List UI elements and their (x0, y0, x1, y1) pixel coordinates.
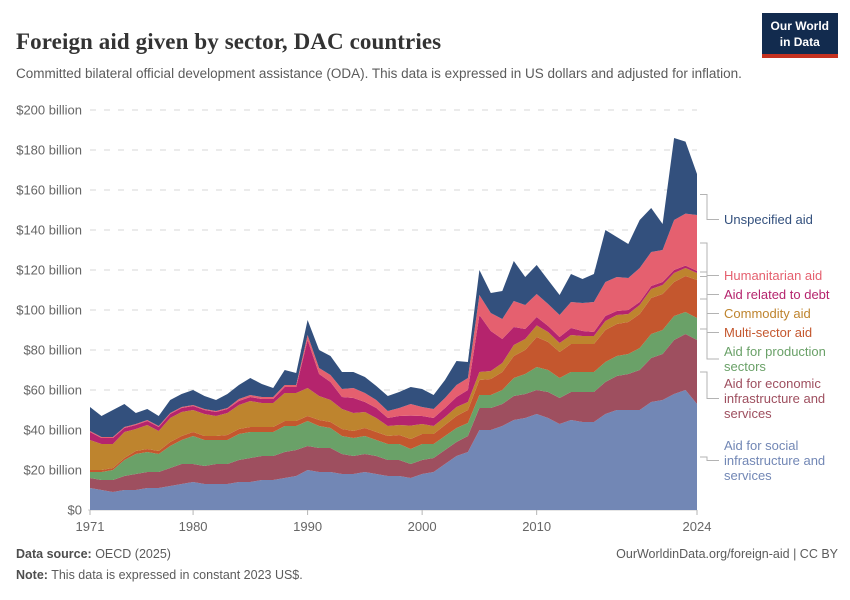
legend-item-humanitarian[interactable]: Humanitarian aid (724, 268, 823, 283)
legend-connector-multisector (700, 298, 719, 333)
owid-attribution-link[interactable]: OurWorldinData.org/foreign-aid | CC BY (616, 547, 838, 561)
y-axis-label: $0 (68, 503, 82, 518)
area-humanitarian[interactable] (90, 213, 697, 438)
owid-logo-line2: in Data (779, 34, 820, 49)
y-axis-label: $120 billion (16, 263, 82, 278)
legend-connector-economic (700, 371, 719, 399)
data-source-label: Data source: (16, 547, 92, 561)
area-production[interactable] (90, 312, 697, 480)
note-label: Note: (16, 568, 48, 582)
x-axis-label: 2000 (408, 519, 437, 534)
data-source: Data source: OECD (2025) (16, 547, 171, 561)
legend-item-production[interactable]: Aid for production sectors (724, 344, 826, 375)
page-title: Foreign aid given by sector, DAC countri… (16, 29, 442, 55)
y-axis-label: $180 billion (16, 143, 82, 158)
legend-connector-commodity (700, 276, 719, 314)
legend-connector-social (700, 456, 719, 461)
chart-note: Note: This data is expressed in constant… (16, 568, 838, 582)
chart-subtitle: Committed bilateral official development… (16, 65, 742, 81)
owid-logo[interactable]: Our World in Data (761, 13, 838, 59)
legend-item-commodity[interactable]: Commodity aid (724, 306, 811, 321)
y-axis-label: $40 billion (23, 423, 82, 438)
legend-item-debt[interactable]: Aid related to debt (724, 287, 830, 302)
legend-connector-production (700, 328, 719, 360)
area-unspecified[interactable] (90, 138, 697, 437)
y-axis-label: $200 billion (16, 103, 82, 118)
area-social[interactable] (90, 390, 697, 510)
owid-logo-line1: Our World (770, 19, 829, 33)
y-axis-label: $20 billion (23, 463, 82, 478)
x-axis-label: 2010 (522, 519, 551, 534)
area-economic[interactable] (90, 334, 697, 492)
y-axis-label: $80 billion (23, 343, 82, 358)
area-commodity[interactable] (90, 268, 697, 470)
x-axis-label: 2024 (683, 519, 712, 534)
y-axis-label: $140 billion (16, 223, 82, 238)
x-axis-label: 1990 (293, 519, 322, 534)
area-multisector[interactable] (90, 276, 697, 472)
area-debt[interactable] (90, 265, 697, 444)
legend-item-economic[interactable]: Aid for economic infrastructure and serv… (724, 376, 826, 422)
legend-item-social[interactable]: Aid for social infrastructure and servic… (724, 438, 826, 484)
legend-connector-unspecified (700, 194, 719, 220)
x-axis-label: 1971 (76, 519, 105, 534)
legend-item-unspecified[interactable]: Unspecified aid (724, 212, 813, 227)
stacked-area-chart: $0 $20 billion $40 billion $60 billion $80 b… (16, 103, 719, 534)
legend-connector-humanitarian (700, 242, 719, 276)
note-value: This data is expressed in constant 2023 … (47, 568, 303, 582)
y-axis-label: $160 billion (16, 183, 82, 198)
x-axis-label: 1980 (179, 519, 208, 534)
data-source-value: OECD (2025) (91, 547, 171, 561)
legend-item-multisector[interactable]: Multi-sector aid (724, 325, 813, 340)
chart-footer: Data source: OECD (2025) OurWorldinData.… (16, 547, 838, 582)
y-axis-label: $60 billion (23, 383, 82, 398)
y-axis-label: $100 billion (16, 303, 82, 318)
